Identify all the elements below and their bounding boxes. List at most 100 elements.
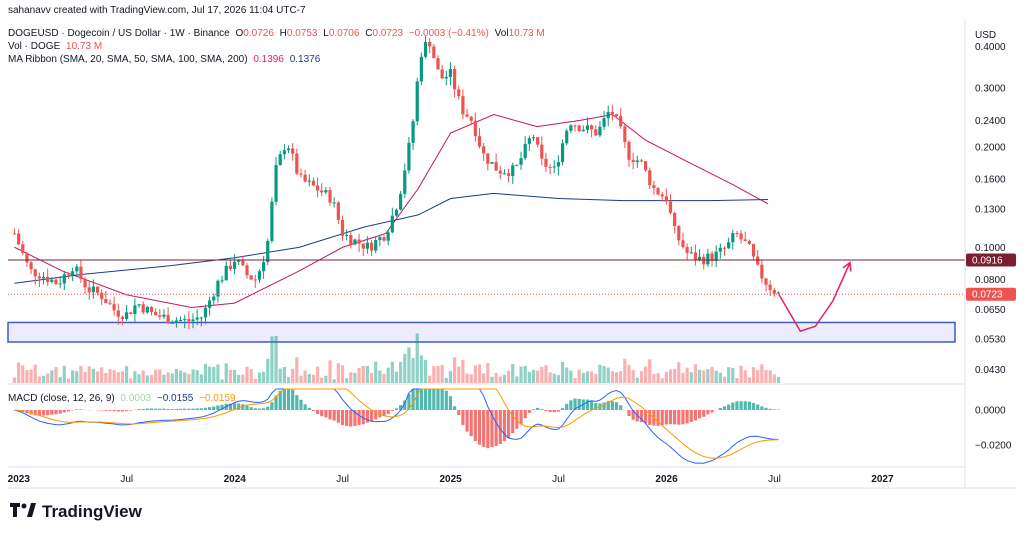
candle-body: [722, 247, 727, 249]
time-tick-label: 2027: [871, 474, 894, 485]
macd-histogram-bar: [274, 395, 278, 410]
candle-body: [262, 262, 266, 272]
volume-bar: [295, 357, 299, 383]
volume-bar: [394, 371, 399, 383]
volume-bar: [523, 365, 527, 383]
tradingview-logo[interactable]: TradingView: [10, 502, 142, 522]
candle-body: [727, 242, 731, 249]
candle-body: [635, 160, 639, 163]
macd-histogram-bar: [515, 410, 519, 429]
candle-body: [531, 137, 536, 139]
macd-histogram-bar: [494, 410, 498, 447]
volume-bar: [515, 376, 519, 383]
macd-histogram-bar: [282, 389, 286, 410]
volume-bar: [681, 372, 685, 383]
macd-histogram-bar: [473, 410, 477, 442]
candle-body: [241, 260, 245, 266]
candle-body: [249, 275, 253, 280]
volume-bar: [87, 366, 91, 383]
candle-body: [62, 274, 66, 284]
volume-bar: [419, 355, 423, 383]
macd-histogram-bar: [220, 404, 224, 410]
volume-bar: [702, 370, 706, 383]
candle-body: [108, 303, 112, 305]
volume-bar: [436, 365, 440, 383]
macd-histogram-bar: [149, 408, 154, 410]
macd-histogram-bar: [619, 405, 623, 410]
symbol-info-line: DOGEUSD · Dogecoin / US Dollar · 1W · Bi…: [8, 28, 548, 40]
macd-histogram-bar: [556, 410, 561, 412]
macd-histogram-bar: [569, 400, 573, 410]
macd-histogram-bar: [606, 401, 610, 410]
macd-histogram-bar: [527, 410, 531, 413]
candle-body: [718, 247, 722, 252]
volume-bar: [58, 377, 62, 383]
volume-bar: [353, 372, 357, 383]
macd-histogram-bar: [315, 410, 320, 414]
volume-bar: [519, 366, 523, 383]
macd-histogram-bar: [183, 408, 187, 410]
macd-histogram-bar: [332, 410, 336, 421]
macd-histogram-bar: [452, 406, 457, 410]
resistance-price-label: 0.0916: [972, 255, 1003, 266]
candle-body: [399, 193, 403, 210]
ma-ribbon-value-1: 0.1396: [253, 54, 284, 65]
volume-bar: [706, 369, 710, 383]
candle-body: [565, 130, 569, 144]
volume-bar: [253, 378, 257, 383]
volume-bar: [166, 372, 170, 383]
macd-histogram-bar: [237, 403, 241, 410]
macd-legend[interactable]: MACD (close, 12, 26, 9) 0.0003 −0.0155 −…: [8, 393, 239, 405]
symbol-title[interactable]: DOGEUSD · Dogecoin / US Dollar · 1W · Bi…: [8, 28, 230, 39]
macd-histogram-bar: [722, 406, 727, 410]
volume-bar: [224, 363, 228, 383]
volume-bar: [743, 370, 747, 383]
volume-indicator-line[interactable]: Vol · DOGE 10.73 M: [8, 41, 105, 53]
macd-histogram-bar: [79, 409, 83, 410]
macd-histogram-bar: [262, 408, 266, 410]
candle-body: [54, 279, 58, 285]
ma-ribbon-label: MA Ribbon (SMA, 20, SMA, 50, SMA, 100, S…: [8, 54, 248, 65]
ma-ribbon-legend[interactable]: MA Ribbon (SMA, 20, SMA, 50, SMA, 100, S…: [8, 54, 323, 66]
candle-body: [29, 262, 33, 270]
candle-body: [552, 166, 556, 168]
volume-bar: [216, 364, 220, 383]
volume-bar: [245, 366, 249, 383]
volume-bar: [345, 378, 349, 383]
volume-bar: [531, 369, 536, 383]
volume-bar: [502, 374, 507, 383]
macd-histogram-bar: [573, 398, 577, 410]
candle-body: [324, 190, 328, 193]
volume-bar: [764, 369, 768, 383]
macd-histogram-bar: [129, 410, 133, 411]
candle-body: [747, 241, 751, 244]
macd-histogram-bar: [166, 408, 170, 410]
time-tick-label: 2026: [655, 474, 678, 485]
candle-body: [702, 256, 706, 265]
macd-histogram-bar: [41, 410, 46, 416]
macd-histogram-bar: [361, 410, 365, 425]
macd-histogram-bar: [631, 410, 635, 420]
volume-bar: [33, 364, 37, 383]
macd-histogram-bar: [407, 394, 411, 410]
volume-bar: [83, 371, 87, 383]
tradingview-logo-icon: [10, 502, 36, 522]
macd-histogram-bar: [158, 408, 162, 410]
candle-body: [361, 243, 365, 249]
candle-body: [266, 240, 270, 263]
volume-bar: [585, 371, 590, 383]
candle-body: [390, 215, 394, 233]
candle-body: [299, 173, 303, 175]
macd-histogram-bar: [336, 410, 340, 423]
volume-bar: [673, 368, 677, 383]
candle-body: [536, 137, 540, 145]
volume-bar: [714, 370, 718, 383]
macd-histogram-bar: [208, 407, 212, 410]
volume-bar: [473, 365, 477, 383]
macd-axis: 0.0000 −0.0200: [975, 406, 1012, 452]
candle-body: [270, 201, 274, 241]
volume-bar: [332, 379, 336, 383]
candlesticks: [12, 36, 781, 330]
macd-histogram-bar: [639, 410, 644, 423]
